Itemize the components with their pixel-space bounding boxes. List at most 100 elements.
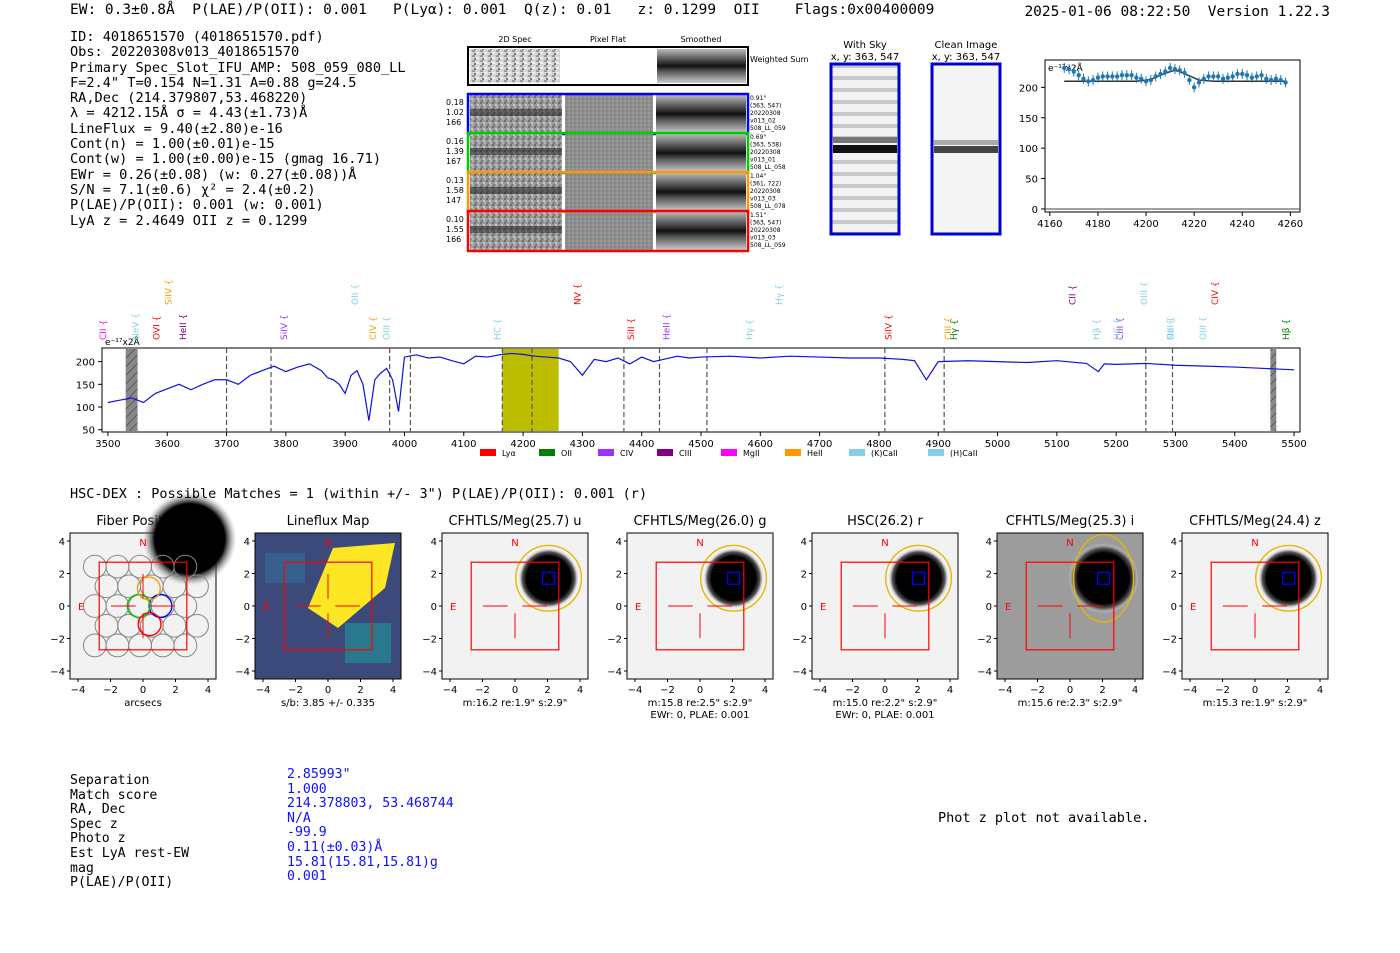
spectrum-ytick-label: 200	[76, 358, 95, 369]
ifu-footprint	[655, 561, 745, 651]
spectrum-xtick-label: 5500	[1281, 439, 1306, 450]
panel-ytick-label: 4	[801, 537, 807, 548]
cutout-2dspec-trace	[470, 226, 562, 233]
panel-xtick-label: −4	[256, 685, 271, 696]
panel-caption: m:15.3 re:1.9" s:2.9"	[1203, 698, 1308, 709]
zoom-point	[1129, 73, 1134, 78]
zoom-point	[1187, 77, 1192, 83]
zoom-ytick-label: 50	[1025, 175, 1038, 186]
cutout-pixelflat	[565, 212, 653, 250]
cutout-stat: 1.39	[446, 147, 464, 156]
zoom-xtick-label: 4260	[1278, 219, 1303, 230]
zoom-point	[1062, 65, 1067, 71]
zoom-point	[1134, 75, 1139, 80]
ifu-footprint	[470, 561, 560, 651]
panel-ytick-label: 0	[431, 602, 437, 613]
legend-swatch	[598, 449, 614, 456]
info-line: Cont(w) = 1.00(±0.00)e-15 (gmag 16.71)	[70, 151, 381, 168]
spectral-line-label: Hγ {	[950, 319, 960, 340]
zoom-point	[1100, 74, 1105, 79]
panel-ytick-label: −4	[977, 667, 992, 678]
spectrum-xtick-label: 4100	[451, 439, 476, 450]
panel-ytick-label: 2	[1171, 570, 1177, 581]
cutout-pixelflat	[565, 95, 653, 133]
spectrum-xtick-label: 5300	[1163, 439, 1188, 450]
cutout-meta: (361, 722)	[750, 181, 781, 188]
panel-ytick-label: 4	[1171, 537, 1177, 548]
zoom-point	[1244, 73, 1250, 78]
cutout-meta: 20220308	[750, 227, 781, 234]
header-plae: P(LAE)/P(OII): 0.001	[192, 2, 367, 18]
panel-title: HSC(26.2) r	[847, 514, 923, 529]
panel-caption: m:15.0 re:2.2" s:2.9"	[833, 698, 938, 709]
cutout-meta: 508_LL_059	[750, 242, 786, 249]
panel-xtick-label: 0	[140, 685, 146, 696]
panel-caption: s/b: 3.85 +/- 0.335	[281, 698, 375, 709]
panel-ytick-label: 4	[244, 537, 250, 548]
zoom-point	[1206, 74, 1211, 79]
zoom-point	[1158, 71, 1163, 77]
panel-caption: arcsecs	[124, 698, 162, 709]
zoom-point	[1196, 80, 1202, 85]
col-header-pixelflat: Pixel Flat	[590, 35, 626, 44]
zoom-point	[1273, 76, 1279, 82]
spectral-line-label: OII {	[1166, 319, 1176, 340]
bright-source	[1068, 543, 1139, 614]
panel-xtick-label: 0	[1252, 685, 1258, 696]
zoom-point	[1220, 76, 1226, 82]
panel-xtick-label: −2	[288, 685, 303, 696]
cutout-smoothed	[656, 173, 746, 211]
panel-xtick-label: 2	[544, 685, 550, 696]
zoom-point	[1076, 73, 1081, 78]
zoom-xtick-label: 4240	[1230, 219, 1255, 230]
zoom-point	[1278, 77, 1283, 83]
panel-xtick-label: 2	[729, 685, 735, 696]
zoom-point	[1177, 68, 1182, 73]
legend-label: Lyα	[502, 449, 516, 458]
info-line: RA,Dec (214.379807,53.468220)	[70, 90, 308, 107]
header-summary: EW: 0.3±0.8Å P(LAE)/P(OII): 0.001 P(Lyα)…	[70, 2, 934, 18]
cutout-frame	[466, 209, 750, 253]
north-marker: N	[1066, 538, 1073, 549]
match-value: 1.000	[287, 781, 327, 797]
panel-ytick-label: 0	[616, 602, 622, 613]
zoom-xtick-label: 4200	[1133, 219, 1158, 230]
cutout-stat: 0.10	[446, 215, 464, 224]
zoom-point	[1163, 69, 1168, 74]
bright-source	[887, 547, 950, 609]
fiber-highlighted	[136, 576, 161, 601]
spectral-line-label: HC {	[1113, 318, 1123, 340]
info-line: Cont(n) = 1.00(±0.01)e-15	[70, 136, 275, 153]
panel-xtick-label: −4	[628, 685, 643, 696]
spectral-line-label: CIV {	[1211, 281, 1221, 305]
zoom-point	[1211, 74, 1216, 79]
imaging-panel: CFHTLS/Meg(26.0) g N E 4 4 2 2 0 0 −2 −2 −4 −4 m:15.8…	[607, 514, 774, 721]
north-marker: N	[324, 538, 331, 549]
imaging-panels: Fiber PositionsNE442200−2−2−4−4arcsecsLi…	[50, 492, 1329, 721]
weighted-sum-label: Weighted Sum	[750, 55, 809, 64]
cutout-meta: 0.91"	[750, 95, 766, 102]
with-sky-panel: With Sky x, y: 363, 547	[829, 40, 901, 236]
ifu-footprint	[840, 561, 930, 651]
panel-ytick-label: −4	[792, 667, 807, 678]
emission-highlight-band	[502, 349, 559, 431]
spectral-line-label: NeV {	[132, 313, 142, 340]
panel-ytick-label: −2	[977, 635, 992, 646]
header-qz: Q(z): 0.01	[524, 2, 612, 18]
legend-swatch	[539, 449, 555, 456]
spectrum-xtick-label: 4000	[392, 439, 417, 450]
panel-ytick-label: 2	[431, 570, 437, 581]
source-ellipse	[1072, 533, 1135, 623]
panel-ytick-label: −4	[422, 667, 437, 678]
panel-xtick-label: 4	[577, 685, 583, 696]
cutout-meta: (363, 547)	[750, 220, 781, 227]
cutout-stat: 1.02	[446, 108, 464, 117]
zoom-point	[1119, 73, 1125, 78]
spectral-line-label: NaI {	[1167, 317, 1177, 341]
panel-xtick-label: −4	[443, 685, 458, 696]
zoom-point	[1124, 73, 1129, 78]
match-labels: Separation Match score RA, Dec Spec z Ph…	[70, 773, 189, 891]
cutout-meta: 1.51"	[750, 212, 766, 219]
